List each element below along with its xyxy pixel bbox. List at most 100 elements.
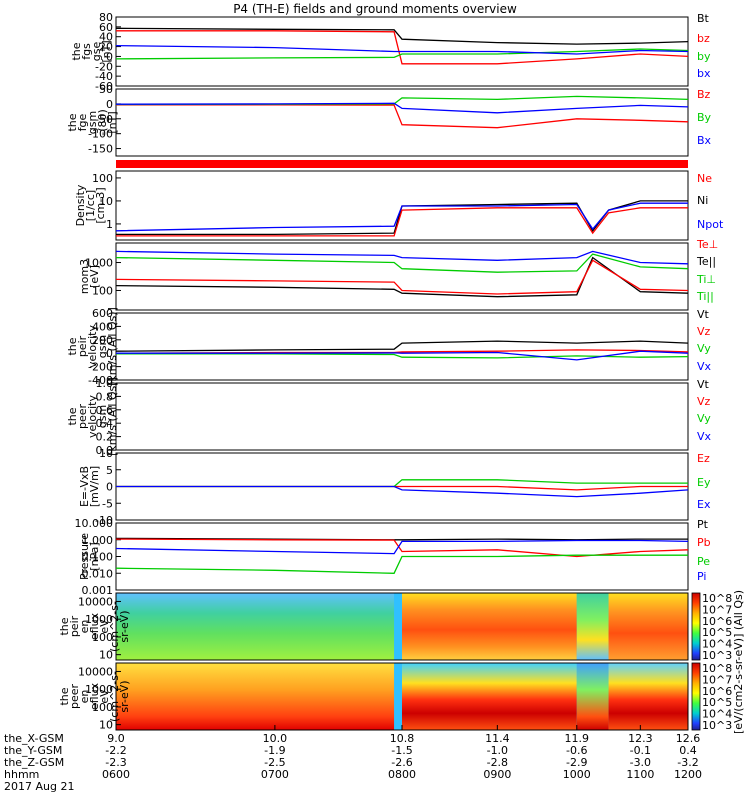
fgs-ytick-label-6: -40 bbox=[95, 70, 113, 83]
footer-value-1-0: 10.0 bbox=[263, 732, 288, 745]
pressure-legend-1: Pb bbox=[697, 536, 711, 549]
peir_en-ylabel-line-1: peir bbox=[68, 615, 81, 637]
efield-series-Ex-2 bbox=[116, 485, 689, 498]
footer-row-label-0: the_X-GSM bbox=[4, 732, 64, 745]
footer-value-6-2: -3.2 bbox=[677, 756, 698, 769]
colorbar-label: [eV/(cm2-s-sr-eV)] (All Qs) bbox=[732, 590, 745, 734]
footer-value-0-1: -2.2 bbox=[105, 744, 126, 757]
density-ylabel-line-0: Density bbox=[74, 184, 87, 226]
pressure-legend-0: Pt bbox=[697, 518, 709, 531]
fge-ylabel-line-0: the bbox=[66, 113, 79, 131]
panel-efield: 10 5 0 -5 -10 E=-VxB[mV/m] Ez Ey Ex bbox=[78, 447, 711, 527]
efield-legend-2: Ex bbox=[697, 498, 711, 511]
footer-value-6-3: 1200 bbox=[674, 768, 702, 781]
peir_en-ytick-label-1: 1000 bbox=[85, 613, 113, 626]
figure-title: P4 (TH-E) fields and ground moments over… bbox=[233, 2, 517, 16]
fge-ylabel-line-4: [nT] bbox=[106, 111, 119, 133]
density-ytick-label-0: 100 bbox=[92, 172, 113, 185]
fge-ylabel-line-1: fge bbox=[76, 113, 89, 131]
footer-date: 2017 Aug 21 bbox=[4, 780, 74, 793]
fge-ylabel-line-3: -(80) bbox=[96, 109, 109, 136]
footer-row-label-2: the_Z-GSM bbox=[4, 756, 64, 769]
temp-series-Te-3 bbox=[115, 259, 689, 295]
efield-legend-0: Ez bbox=[697, 452, 710, 465]
peer-ylabel-line-2: velocity bbox=[86, 395, 99, 438]
colorbar-bottom-tick-4: 10^4 bbox=[702, 708, 732, 721]
peer-ytick-label-4: 0.2 bbox=[96, 431, 114, 444]
temp-ylabel-line-0: mom3 bbox=[78, 259, 91, 294]
density-series-Ni-0 bbox=[116, 200, 688, 236]
fge-series-By-1 bbox=[115, 95, 689, 106]
pressure-ylabel-line-0: Pressure bbox=[78, 533, 91, 580]
colorbar-bottom-tick-2: 10^6 bbox=[702, 685, 732, 698]
peer_en-ytick-label-1: 1000 bbox=[85, 683, 113, 696]
fgs-ylabel-line-1: fgs bbox=[80, 43, 93, 60]
fgs-ylabel-line-3: [nT] bbox=[100, 40, 113, 62]
colorbar-bottom-tick-5: 10^3 bbox=[702, 719, 732, 732]
pressure-legend-3: Pi bbox=[697, 570, 706, 583]
fgs-ytick-label-2: 40 bbox=[99, 31, 113, 44]
colorbar-top-tick-0: 10^8 bbox=[702, 592, 732, 605]
peer_en-ytick-label-2: 100 bbox=[92, 701, 113, 714]
peer_en-ylabel-line-1: peer bbox=[68, 684, 81, 710]
footer-value-0-2: -2.3 bbox=[105, 756, 126, 769]
peer_en-band-1 bbox=[402, 663, 577, 730]
peir-ytick-label-2: 200 bbox=[92, 334, 113, 347]
footer-value-2-2: -2.6 bbox=[391, 756, 412, 769]
colorbar-top-tick-2: 10^6 bbox=[702, 615, 732, 628]
peir_en-frame bbox=[115, 592, 689, 661]
footer-value-1-1: -1.9 bbox=[264, 744, 285, 757]
temp-legend-1: Te|| bbox=[696, 255, 716, 268]
peir-ylabel-line-3: gsm bbox=[96, 335, 109, 358]
peir-legend-2: Vy bbox=[697, 342, 711, 355]
colorbar-top-tick-3: 10^5 bbox=[702, 626, 732, 639]
pressure-ylabel-line-1: [nPa] bbox=[88, 542, 101, 570]
panel-density: 100 10 1 Density[1/cc][cm-3] Ne Ni Npot bbox=[74, 170, 724, 241]
colorbar-bottom-tick-1: 10^7 bbox=[702, 673, 732, 686]
colorbar-bottom-tick-0: 10^8 bbox=[702, 662, 732, 675]
efield-ylabel-line-0: E=-VxB bbox=[78, 466, 91, 507]
density-ylabel-line-1: [1/cc] bbox=[84, 190, 97, 221]
fgs-legend-1: bz bbox=[697, 32, 710, 45]
peir-legend-0: Vt bbox=[697, 308, 710, 321]
red-track-bar bbox=[116, 160, 688, 168]
density-series-Npot-2 bbox=[115, 202, 688, 232]
peir_en-band-2 bbox=[576, 593, 609, 660]
temp-ytick-label-1: 100 bbox=[92, 284, 113, 297]
fge-ytick-label-3: -100 bbox=[88, 128, 113, 141]
density-ylabel-line-2: [cm-3] bbox=[94, 187, 107, 223]
panel-pressure: 10.000 1.000 0.100 0.010 0.001 Pressure[nPa] P… bbox=[75, 517, 711, 597]
peer-legend-1: Vz bbox=[697, 395, 711, 408]
efield-ytick-label-0: 10 bbox=[99, 447, 113, 460]
peer_en-band-0 bbox=[116, 663, 395, 730]
footer-value-2-3: 0800 bbox=[388, 768, 416, 781]
efield-legend-1: Ey bbox=[697, 476, 711, 489]
peir-ylabel-line-4: [km/s (All Qs)] bbox=[106, 307, 119, 386]
peir-ytick-label-1: 400 bbox=[92, 320, 113, 333]
peer-legend-0: Vt bbox=[697, 378, 710, 391]
density-ytick-label-1: 10 bbox=[99, 195, 113, 208]
fge-ytick-label-1: 0 bbox=[106, 98, 113, 111]
footer-value-5-3: 1100 bbox=[626, 768, 654, 781]
peer_en-ylabel-line-4: eV bbox=[98, 689, 111, 704]
fgs-ytick-label-7: -60 bbox=[95, 80, 113, 93]
pressure-ytick-label-2: 0.100 bbox=[82, 551, 114, 564]
footer-row-label-1: the_Y-GSM bbox=[4, 744, 62, 757]
footer-value-6-1: 0.4 bbox=[679, 744, 697, 757]
footer-value-4-1: -0.6 bbox=[566, 744, 587, 757]
peer-ytick-label-5: 0.0 bbox=[96, 444, 114, 457]
fge-ylabel-line-2: gsm bbox=[86, 111, 99, 134]
colorbar-top-tick-1: 10^7 bbox=[702, 603, 732, 616]
fgs-legend-3: bx bbox=[697, 67, 711, 80]
footer-value-0-3: 0600 bbox=[102, 768, 130, 781]
peer_en-ylabel-line-5: (cm^2-s- bbox=[108, 671, 121, 722]
panel-peer_en: 10000 1000 100 10 thepeerenefluxeV(cm^2-s-sr… bbox=[58, 662, 689, 732]
fgs-legend-2: by bbox=[697, 50, 711, 63]
peir_en-ytick-label-2: 100 bbox=[92, 631, 113, 644]
footer-value-3-1: -1.0 bbox=[487, 744, 508, 757]
peir_en-ylabel-line-0: the bbox=[58, 617, 71, 635]
peir-legend-1: Vz bbox=[697, 325, 711, 338]
